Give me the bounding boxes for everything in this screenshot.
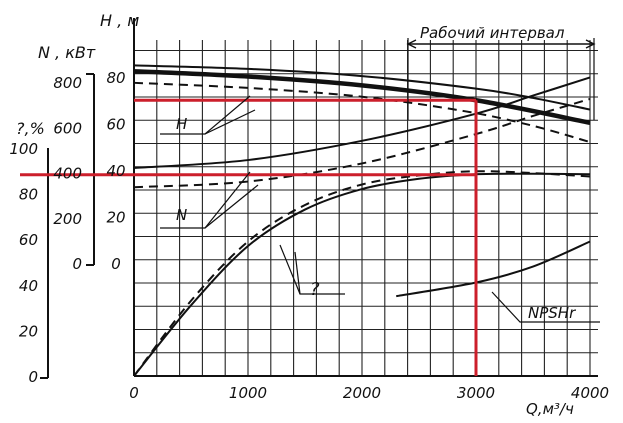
eta-curve-label: ?: [310, 279, 320, 300]
n-tick-label: 400: [53, 165, 82, 183]
n-label-leader: [160, 171, 251, 229]
working-interval-arrow-left: [406, 39, 417, 49]
chart-grid: [133, 40, 598, 377]
eta-tick-label: 60: [19, 231, 38, 249]
eta-tick-label: 40: [19, 277, 38, 295]
npsh-label-leader: [491, 291, 600, 323]
series-eta-dashed: [133, 170, 591, 377]
h-curve-label: H: [176, 115, 187, 133]
eta-tick-label: 100: [9, 140, 38, 158]
series-eta-solid: [133, 172, 591, 377]
h-tick-label: 0: [111, 255, 121, 273]
q-axis-label: Q,м³/ч: [526, 400, 574, 418]
series-H-solid-1: [133, 68, 591, 126]
eta-tick-label: 20: [19, 322, 38, 340]
q-tick-label: 3000: [457, 384, 495, 402]
h-label-leader-2: [204, 109, 256, 135]
npsh-curve-label: NPSHr: [528, 304, 576, 322]
eta-label-leader-2: [294, 251, 301, 295]
series-npsh: [396, 240, 591, 298]
working-interval-label: Рабочий интервал: [420, 24, 565, 42]
series-N-solid: [133, 76, 591, 169]
h-tick-label: 20: [106, 209, 125, 227]
n-label-leader-2: [204, 184, 259, 229]
q-tick-label: 1000: [229, 384, 267, 402]
h-tick-label: 80: [106, 69, 125, 87]
chart-labels: H , м N , кВт ?,% Q,м³/ч Рабочий интерва…: [9, 11, 609, 418]
n-tick-label: 200: [53, 210, 82, 228]
q-tick-label: 0: [129, 384, 139, 402]
working-interval-arrow-right: [585, 39, 596, 49]
series-H-solid-2: [133, 64, 591, 111]
eta-tick-label: 80: [19, 186, 38, 204]
q-tick-label: 4000: [571, 384, 609, 402]
h-tick-label: 60: [106, 116, 125, 134]
series-N-dashed: [133, 98, 591, 189]
n-tick-label: 0: [72, 255, 82, 273]
eta-axis-label: ?,%: [16, 119, 45, 138]
h-axis-label: H , м: [100, 11, 139, 30]
n-axis-label: N , кВт: [38, 43, 96, 62]
h-tick-label: 40: [106, 162, 125, 180]
eta-tick-label: 0: [28, 368, 38, 386]
chart-series: [133, 64, 591, 377]
n-curve-label: N: [176, 206, 187, 224]
chart-axes: [40, 18, 598, 379]
q-tick-label: 2000: [343, 384, 381, 402]
n-tick-label: 800: [53, 74, 82, 92]
n-tick-label: 600: [53, 119, 82, 137]
